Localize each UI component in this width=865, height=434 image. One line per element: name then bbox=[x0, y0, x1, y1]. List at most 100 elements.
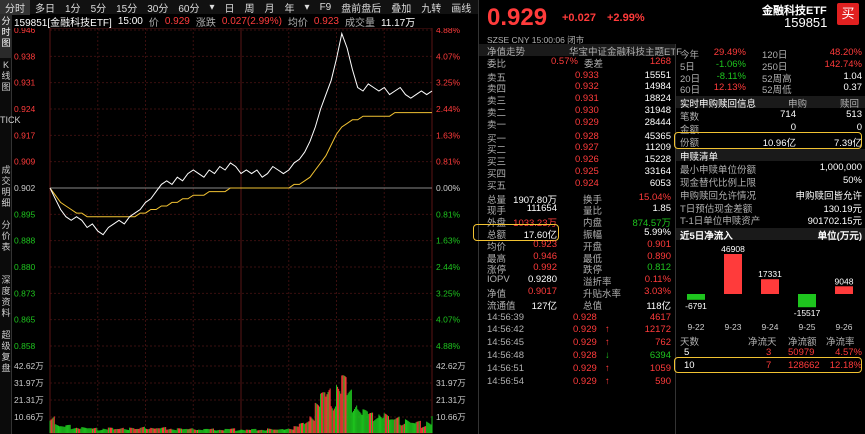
inflow-header: 近5日净流入 单位(万元) bbox=[676, 228, 865, 242]
y-tick-left: 0.873 bbox=[14, 288, 36, 298]
y-tick-right: 2.44% bbox=[436, 262, 461, 272]
perf-row: 60日 12.13% 52周低 0.37 bbox=[680, 82, 862, 97]
y-tick-left: 0.865 bbox=[14, 315, 36, 325]
realtime-row: 笔数 714 513 bbox=[680, 109, 862, 123]
y-tick-left: 0.902 bbox=[14, 183, 36, 193]
code-name: 159851[金融科技ETF] bbox=[14, 18, 112, 29]
vertical-tab[interactable]: 成交明细 bbox=[1, 165, 11, 208]
toolbar-item[interactable]: 日 bbox=[224, 3, 235, 15]
bid-row[interactable]: 买四 0.925 33164 bbox=[487, 166, 671, 180]
toolbar-item[interactable]: F9 bbox=[319, 1, 332, 13]
ask-row[interactable]: 卖一 0.929 28444 bbox=[487, 116, 671, 131]
vol-tick-left: 31.97万 bbox=[14, 378, 44, 388]
ask-row[interactable]: 卖三 0.931 18824 bbox=[487, 93, 671, 108]
tick-row: 14:56:45 0.929 ↑ 762 bbox=[487, 337, 671, 349]
y-tick-right: 3.25% bbox=[436, 288, 461, 298]
inflow-table-header: 天数 净流天 净流额 净流率 bbox=[680, 337, 855, 348]
stat-row: 现手 111654 量比 1.85 bbox=[487, 203, 671, 218]
toolbar-item[interactable]: 60分 bbox=[178, 3, 200, 15]
inflow-value: -6791 bbox=[685, 301, 707, 311]
inflow-date: 9-25 bbox=[798, 322, 815, 332]
vertical-tab[interactable]: K线图 bbox=[1, 60, 11, 92]
vertical-tab[interactable]: 超级复盘 bbox=[1, 330, 11, 373]
toolbar-item[interactable]: ▾ bbox=[209, 1, 215, 13]
stat-row: 流通值 127亿 总值 118亿 bbox=[487, 300, 671, 312]
fund-code: 159851 bbox=[784, 15, 828, 30]
vertical-tab[interactable]: TICK bbox=[0, 115, 21, 125]
total-amount-highlight bbox=[473, 224, 559, 241]
toolbar-item[interactable]: 叠加 bbox=[391, 3, 412, 15]
toolbar-item[interactable]: ▾ bbox=[304, 1, 310, 13]
y-tick-left: 0.924 bbox=[14, 104, 36, 114]
vol-tick-right: 31.97万 bbox=[436, 378, 466, 388]
toolbar-item[interactable]: 九转 bbox=[421, 3, 442, 15]
vol-tick-right: 10.66万 bbox=[436, 412, 466, 422]
tick-direction-icon: ↓ bbox=[605, 350, 610, 361]
tick-direction-icon: ↑ bbox=[605, 324, 610, 336]
quote-panel: 0.929 +0.027 +2.99% 金融科技ETF 159851 买 SZS… bbox=[473, 0, 865, 434]
toolbar-item[interactable]: 年 bbox=[284, 3, 295, 15]
chart-avg: 0.923 bbox=[313, 16, 339, 27]
stat-row: 总量 1907.80万 换手 15.04% bbox=[487, 191, 671, 206]
vertical-tab[interactable]: 分时图 bbox=[0, 14, 12, 58]
ask-row[interactable]: 卖五 0.933 15551 bbox=[487, 69, 671, 84]
ten-day-highlight bbox=[674, 356, 862, 373]
tick-row: 14:56:51 0.929 ↑ 1059 bbox=[487, 362, 671, 374]
realtime-row: 金额 0 0 bbox=[680, 121, 862, 136]
ask-row[interactable]: 卖二 0.930 31948 bbox=[487, 105, 671, 119]
inflow-table-row: 10 7 128662 12.18% bbox=[674, 356, 865, 373]
nav-trend-label[interactable]: 净值走势 bbox=[487, 47, 526, 58]
price-line bbox=[49, 31, 433, 236]
stat-row: IOPV 0.9280 溢折率 0.11% bbox=[487, 274, 671, 289]
toolbar-item[interactable]: 盘前盘后 bbox=[341, 3, 382, 15]
vertical-tab[interactable]: 分价表 bbox=[1, 220, 11, 252]
tick-row: 14:56:54 0.929 ↑ 590 bbox=[487, 375, 671, 387]
toolbar-item[interactable]: 分时 bbox=[0, 0, 30, 15]
weibi-row: 委比 0.57% 委差 1268 bbox=[487, 55, 671, 70]
toolbar-item[interactable]: 月 bbox=[264, 3, 275, 15]
toolbar-item[interactable]: 15分 bbox=[116, 3, 138, 15]
toolbar-item[interactable]: 5分 bbox=[90, 3, 107, 15]
inflow-date: 9-22 bbox=[687, 322, 704, 332]
toolbar-item[interactable]: 1分 bbox=[65, 3, 81, 15]
y-tick-left: 0.931 bbox=[14, 78, 36, 88]
vol-tick-left: 10.66万 bbox=[14, 412, 44, 422]
avg-label: 均价 bbox=[287, 18, 308, 29]
vol-tick-left: 21.31万 bbox=[14, 395, 44, 405]
inflow-bar bbox=[835, 286, 853, 294]
realtime-header: 实时申购赎回信息 申购 赎回 bbox=[676, 96, 865, 110]
vertical-tab[interactable]: 深度资料 bbox=[1, 275, 11, 318]
y-tick-left: 0.880 bbox=[14, 262, 36, 272]
inflow-value: -15517 bbox=[794, 308, 821, 318]
bid-row[interactable]: 买二 0.927 11209 bbox=[487, 142, 671, 157]
toolbar-item[interactable]: 周 bbox=[244, 3, 255, 15]
last-price: 0.929 bbox=[487, 4, 548, 31]
intraday-chart[interactable]: 0.946 4.88% 0.938 4.07% 0.931 3.25% 0.924 2.44%… bbox=[12, 28, 478, 434]
y-tick-right: 4.88% bbox=[436, 341, 461, 351]
inflow-date: 9-26 bbox=[835, 322, 852, 332]
toolbar-item[interactable]: 多日 bbox=[35, 3, 55, 15]
chart-price: 0.929 bbox=[164, 16, 190, 27]
bid-row[interactable]: 买三 0.926 15228 bbox=[487, 154, 671, 169]
listing-row: T日预估现金差额 130.19元 bbox=[680, 203, 862, 215]
bid-row[interactable]: 买五 0.924 6053 bbox=[487, 177, 671, 192]
inflow-bar bbox=[724, 254, 742, 294]
bid-row[interactable]: 买一 0.928 45365 bbox=[487, 130, 671, 145]
listing-row: 现金替代比例上限 50% bbox=[680, 175, 862, 189]
fund-info-column: 今年 29.49% 120日 48.20% 5日 -1.06% 250日 142.74% 20日… bbox=[674, 44, 865, 434]
vertical-tab-bar: 分时图 K线图 TICK 成交明细分价表深度资料超级复盘 bbox=[0, 14, 21, 434]
toolbar-item[interactable]: 30分 bbox=[147, 3, 169, 15]
share-highlight bbox=[674, 131, 862, 149]
ask-row[interactable]: 卖四 0.932 14984 bbox=[487, 81, 671, 96]
y-tick-left: 0.858 bbox=[14, 341, 36, 351]
stat-row: 外盘 1033.23万 内盘 874.57万 bbox=[487, 218, 671, 230]
tick-row: 14:56:39 0.928 4617 bbox=[487, 311, 671, 323]
price-pct: +2.99% bbox=[607, 12, 645, 24]
vol-tick-left: 42.62万 bbox=[14, 361, 44, 371]
inflow-bar bbox=[798, 294, 816, 308]
buy-button[interactable]: 买 bbox=[837, 3, 859, 25]
inflow-bar bbox=[761, 279, 779, 294]
toolbar-item[interactable]: 画线 bbox=[451, 3, 472, 15]
fund-short-name: 金融科技ETF bbox=[762, 5, 827, 17]
